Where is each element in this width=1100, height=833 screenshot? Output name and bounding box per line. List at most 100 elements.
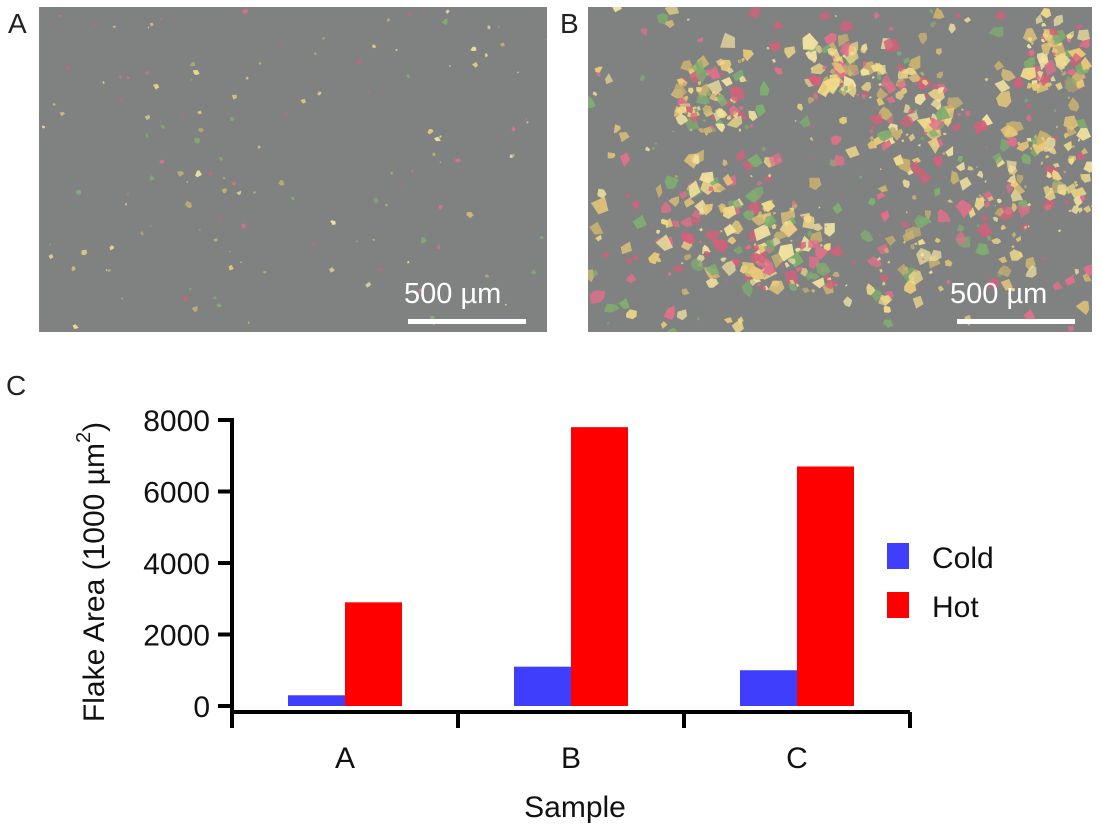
flake (1068, 97, 1080, 112)
flake (810, 101, 813, 104)
flake (262, 270, 267, 274)
flake (943, 207, 946, 210)
flake (1011, 202, 1018, 213)
flake (800, 268, 808, 277)
flake (664, 175, 679, 190)
flake (994, 207, 1005, 217)
flake (880, 210, 890, 223)
flake (212, 296, 218, 300)
flake (914, 93, 926, 106)
flake (1066, 183, 1076, 195)
flake (820, 82, 828, 95)
flake (716, 185, 727, 192)
flake (1025, 265, 1037, 278)
flake (809, 177, 822, 191)
panel-label-a: A (8, 8, 27, 39)
flake (439, 161, 441, 163)
flake (809, 273, 820, 280)
flake (1053, 135, 1059, 141)
flake (720, 71, 725, 77)
flake (814, 44, 824, 54)
flake (913, 165, 928, 179)
flake (438, 205, 443, 210)
flake (727, 67, 734, 74)
flake (1010, 287, 1015, 292)
flake (439, 135, 442, 138)
flake (707, 66, 722, 80)
flake (860, 47, 867, 54)
flake (878, 82, 883, 87)
flake (834, 222, 837, 225)
flake (631, 200, 640, 210)
flake (189, 61, 196, 67)
flake (996, 198, 1002, 204)
flake (407, 260, 410, 264)
flake (639, 74, 646, 82)
flake (878, 234, 881, 237)
flake (434, 136, 441, 142)
flake (726, 115, 743, 128)
flake (694, 108, 699, 114)
flake (905, 133, 909, 136)
flake (1010, 188, 1023, 202)
y-tick-label: 8000 (143, 405, 210, 438)
flake (1067, 96, 1070, 99)
flake (760, 80, 770, 96)
flake (1074, 268, 1079, 275)
flake (994, 204, 997, 207)
flake (934, 105, 951, 122)
flake (887, 260, 891, 264)
flake (991, 238, 1002, 245)
flake (810, 67, 813, 71)
flake (1024, 185, 1027, 189)
flake (672, 83, 687, 99)
flake (913, 269, 918, 273)
flake (632, 254, 640, 261)
flake (808, 256, 820, 270)
flake (715, 123, 726, 133)
flake (904, 226, 922, 239)
flake (1044, 58, 1057, 76)
flake (1031, 82, 1041, 91)
flake (722, 173, 734, 186)
flake (825, 226, 828, 228)
flake (1018, 252, 1023, 257)
flake (741, 57, 745, 63)
flake (109, 245, 114, 251)
flake (1023, 56, 1036, 69)
flake (720, 257, 727, 262)
flake (704, 230, 721, 243)
flake (824, 32, 837, 45)
flake (655, 183, 663, 199)
flake (771, 58, 776, 63)
flake (1053, 178, 1059, 184)
flake (933, 187, 941, 197)
flake (957, 155, 963, 163)
flake (946, 279, 951, 285)
flake (845, 145, 860, 159)
flake (722, 159, 728, 167)
flake (937, 285, 945, 292)
flake (654, 142, 658, 146)
flake (1030, 147, 1033, 150)
flake (1080, 56, 1092, 71)
flake (884, 235, 896, 246)
flake (1071, 205, 1079, 215)
flake (691, 216, 702, 226)
flake (812, 125, 816, 129)
flake (812, 92, 819, 101)
flake (1016, 140, 1029, 152)
flake (724, 317, 733, 324)
flake (839, 116, 847, 125)
flake (961, 108, 964, 111)
flake (680, 232, 695, 245)
flake (744, 276, 751, 282)
flake (675, 106, 687, 115)
flake (1058, 229, 1061, 233)
flake (726, 76, 729, 79)
flake (153, 83, 160, 90)
flake (216, 303, 223, 308)
flake (883, 38, 901, 53)
bar-hot-a (345, 602, 402, 706)
flake (1081, 147, 1088, 155)
